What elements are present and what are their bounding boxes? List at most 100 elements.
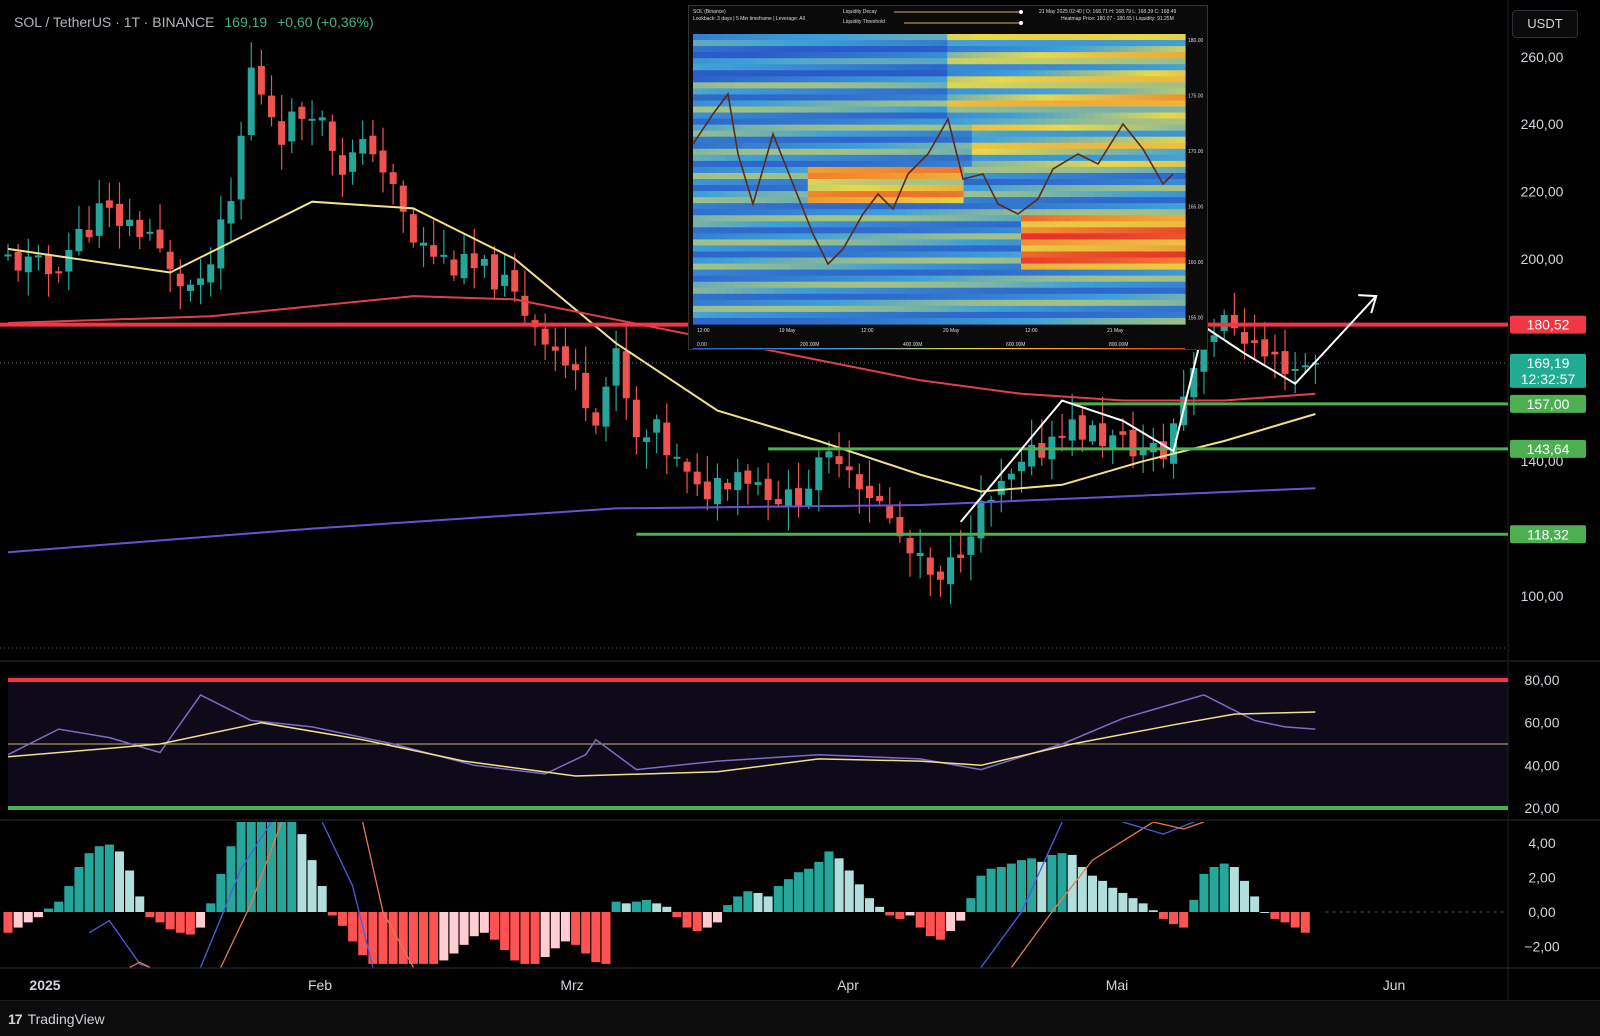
heatmap-cell	[1127, 88, 1137, 96]
heatmap-cell	[750, 58, 760, 65]
inset-x-tick: 21 May	[1107, 328, 1124, 334]
heatmap-cell	[1094, 317, 1104, 325]
macd-histogram-bar	[550, 912, 560, 949]
heatmap-cell	[1168, 166, 1178, 174]
heatmap-cell	[701, 311, 710, 319]
heatmap-cell	[1070, 275, 1079, 283]
heatmap-cell	[709, 160, 719, 168]
heatmap-cell	[1111, 82, 1120, 89]
heatmap-cell	[1144, 299, 1153, 307]
macd-histogram-bar	[560, 912, 570, 942]
heatmap-cell	[914, 52, 924, 59]
heatmap-cell	[725, 154, 735, 162]
heatmap-cell	[1021, 148, 1030, 156]
heatmap-cell	[701, 239, 710, 247]
heatmap-cell	[898, 100, 907, 108]
heatmap-cell	[816, 52, 825, 59]
heatmap-cell	[996, 263, 1006, 271]
heatmap-cell	[914, 239, 924, 247]
heatmap-cell	[873, 245, 883, 253]
heatmap-cell	[1021, 70, 1030, 77]
heatmap-cell	[939, 227, 948, 234]
candle-body	[632, 399, 640, 438]
heatmap-cell	[1021, 281, 1030, 289]
heatmap-cell	[709, 317, 719, 325]
heatmap-cell	[1012, 311, 1022, 319]
heatmap-cell	[873, 305, 883, 313]
heatmap-cell	[816, 136, 825, 144]
heatmap-cell	[1021, 305, 1030, 313]
heatmap-cell	[1127, 203, 1137, 210]
heatmap-cell	[963, 269, 973, 277]
candle-body	[1200, 341, 1208, 372]
heatmap-cell	[1070, 148, 1079, 156]
heatmap-cell	[1037, 221, 1047, 228]
heatmap-cell	[1086, 317, 1096, 325]
heatmap-cell	[734, 251, 743, 259]
heatmap-cell	[865, 154, 874, 162]
heatmap-cell	[799, 263, 809, 271]
heatmap-cell	[930, 257, 940, 265]
heatmap-cell	[971, 311, 981, 319]
heatmap-cell	[1103, 233, 1112, 241]
heatmap-cell	[1168, 112, 1178, 120]
candle-body	[480, 258, 488, 266]
heatmap-cell	[816, 88, 825, 96]
heatmap-cell	[1127, 100, 1137, 108]
candle-body	[318, 117, 326, 121]
heatmap-cell	[783, 299, 792, 307]
heatmap-cell	[906, 40, 915, 47]
heatmap-cell	[1012, 293, 1022, 301]
heatmap-cell	[971, 34, 981, 41]
heatmap-cell	[1094, 52, 1104, 59]
heatmap-cell	[1012, 185, 1022, 192]
heatmap-cell	[791, 227, 801, 234]
heatmap-cell	[734, 179, 743, 186]
heatmap-cell	[1004, 106, 1014, 114]
heatmap-cell	[865, 299, 874, 307]
heatmap-cell	[791, 40, 801, 47]
heatmap-cell	[766, 299, 776, 307]
heatmap-cell	[1053, 70, 1063, 77]
heatmap-cell	[734, 239, 743, 247]
heatmap-cell	[873, 311, 883, 319]
heatmap-cell	[930, 185, 940, 192]
heatmap-cell	[939, 52, 948, 59]
heatmap-cell	[1086, 233, 1096, 241]
heatmap-cell	[1021, 185, 1030, 192]
heatmap-cell	[857, 197, 866, 204]
heatmap-cell	[783, 136, 792, 144]
candle-body	[338, 155, 346, 175]
heatmap-cell	[971, 293, 981, 301]
heatmap-cell	[1119, 64, 1129, 71]
heatmap-cell	[1012, 34, 1022, 41]
heatmap-cell	[1012, 287, 1022, 295]
heatmap-cell	[1144, 257, 1153, 265]
heatmap-cell	[775, 142, 784, 150]
candle-body	[764, 478, 772, 501]
heatmap-cell	[1086, 215, 1096, 222]
heatmap-cell	[1078, 203, 1088, 210]
heatmap-cell	[717, 221, 727, 228]
heatmap-cell	[898, 317, 907, 325]
currency-button[interactable]: USDT	[1512, 10, 1578, 38]
heatmap-cell	[766, 46, 776, 53]
heatmap-cell	[922, 172, 932, 180]
price-tag-support	[1510, 525, 1586, 544]
heatmap-cell	[1103, 317, 1112, 325]
heatmap-cell	[1111, 221, 1120, 228]
macd-histogram-bar	[1006, 863, 1016, 912]
heatmap-cell	[971, 94, 981, 102]
heatmap-cell	[832, 227, 842, 234]
heatmap-cell	[881, 160, 891, 168]
heatmap-cell	[1111, 203, 1120, 210]
heatmap-cell	[873, 100, 883, 108]
heatmap-cell	[873, 118, 883, 126]
heatmap-cell	[914, 203, 924, 210]
tradingview-logo[interactable]: 17 TradingView	[8, 1011, 105, 1027]
heatmap-cell	[1004, 64, 1014, 71]
heatmap-cell	[1160, 100, 1170, 108]
heatmap-cell	[783, 148, 792, 156]
heatmap-cell	[914, 263, 924, 271]
heatmap-cell	[898, 40, 907, 47]
